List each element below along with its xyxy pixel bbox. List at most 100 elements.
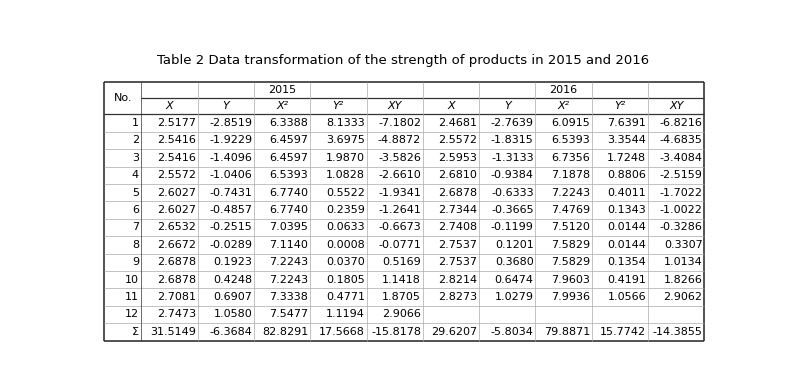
Text: 1.8266: 1.8266 [663,275,703,284]
Text: 0.5169: 0.5169 [382,257,421,267]
Text: 15.7742: 15.7742 [601,327,646,337]
Text: -0.0289: -0.0289 [209,240,252,250]
Text: 7.0395: 7.0395 [270,222,308,232]
Text: -6.8216: -6.8216 [659,118,703,128]
Text: 7.4769: 7.4769 [551,205,590,215]
Text: -0.0771: -0.0771 [378,240,421,250]
Text: 0.1201: 0.1201 [495,240,534,250]
Text: Table 2 Data transformation of the strength of products in 2015 and 2016: Table 2 Data transformation of the stren… [156,54,649,67]
Text: 2.5572: 2.5572 [157,170,196,180]
Text: -4.6835: -4.6835 [659,135,703,146]
Text: -1.0406: -1.0406 [209,170,252,180]
Text: 0.4248: 0.4248 [213,275,252,284]
Text: -2.6610: -2.6610 [378,170,421,180]
Text: -1.7022: -1.7022 [659,188,703,198]
Text: -1.9341: -1.9341 [378,188,421,198]
Text: X: X [447,101,455,111]
Text: 7.1140: 7.1140 [270,240,308,250]
Text: -7.1802: -7.1802 [378,118,421,128]
Text: 6.5393: 6.5393 [551,135,590,146]
Text: 2.7473: 2.7473 [156,310,196,320]
Text: -1.4096: -1.4096 [209,153,252,163]
Text: -0.7431: -0.7431 [209,188,252,198]
Text: 2016: 2016 [549,85,578,95]
Text: 2.6878: 2.6878 [156,257,196,267]
Text: 0.0008: 0.0008 [326,240,365,250]
Text: 2.6672: 2.6672 [157,240,196,250]
Text: 2.5572: 2.5572 [439,135,477,146]
Text: -0.3286: -0.3286 [659,222,703,232]
Text: -0.6673: -0.6673 [378,222,421,232]
Text: 1: 1 [132,118,139,128]
Text: 6.7740: 6.7740 [270,188,308,198]
Text: 2.4681: 2.4681 [439,118,477,128]
Text: 6.0915: 6.0915 [551,118,590,128]
Text: 2.5416: 2.5416 [157,135,196,146]
Text: 0.4191: 0.4191 [608,275,646,284]
Text: 8: 8 [132,240,139,250]
Text: 7.9936: 7.9936 [551,292,590,302]
Text: 29.6207: 29.6207 [432,327,477,337]
Text: 0.3680: 0.3680 [495,257,534,267]
Text: -2.7639: -2.7639 [490,118,534,128]
Text: -1.0022: -1.0022 [659,205,703,215]
Text: 7.2243: 7.2243 [270,257,308,267]
Text: 1.0828: 1.0828 [325,170,365,180]
Text: 0.0633: 0.0633 [326,222,365,232]
Text: 2.8273: 2.8273 [439,292,477,302]
Text: 1.1194: 1.1194 [326,310,365,320]
Text: 2.6878: 2.6878 [439,188,477,198]
Text: 0.4771: 0.4771 [325,292,365,302]
Text: 2.9062: 2.9062 [663,292,703,302]
Text: -5.8034: -5.8034 [490,327,534,337]
Text: 82.8291: 82.8291 [263,327,308,337]
Text: 17.5668: 17.5668 [319,327,365,337]
Text: X²: X² [557,101,570,111]
Text: -3.5826: -3.5826 [378,153,421,163]
Text: 10: 10 [125,275,139,284]
Text: 3: 3 [132,153,139,163]
Text: -15.8178: -15.8178 [371,327,421,337]
Text: 2.5416: 2.5416 [157,153,196,163]
Text: -3.4084: -3.4084 [659,153,703,163]
Text: 6.4597: 6.4597 [270,153,308,163]
Text: -2.8519: -2.8519 [209,118,252,128]
Text: 7.6391: 7.6391 [608,118,646,128]
Text: -2.5159: -2.5159 [659,170,703,180]
Text: 6.4597: 6.4597 [270,135,308,146]
Text: 2015: 2015 [268,85,296,95]
Text: 7.5829: 7.5829 [551,240,590,250]
Text: 2.7537: 2.7537 [439,257,477,267]
Text: 2.8214: 2.8214 [439,275,477,284]
Text: 2.5177: 2.5177 [157,118,196,128]
Text: Y²: Y² [615,101,626,111]
Text: Σ: Σ [132,327,139,337]
Text: 8.1333: 8.1333 [326,118,365,128]
Text: 7.5120: 7.5120 [551,222,590,232]
Text: 3.6975: 3.6975 [326,135,365,146]
Text: 6.7740: 6.7740 [270,205,308,215]
Text: 0.6907: 0.6907 [213,292,252,302]
Text: -0.3665: -0.3665 [491,205,534,215]
Text: 0.3307: 0.3307 [664,240,703,250]
Text: 5: 5 [132,188,139,198]
Text: 0.1354: 0.1354 [608,257,646,267]
Text: 2.6532: 2.6532 [157,222,196,232]
Text: 0.8806: 0.8806 [608,170,646,180]
Text: 1.0580: 1.0580 [214,310,252,320]
Text: 1.0134: 1.0134 [664,257,703,267]
Text: 2.7408: 2.7408 [439,222,477,232]
Text: 7.2243: 7.2243 [551,188,590,198]
Text: 2: 2 [132,135,139,146]
Text: No.: No. [114,93,132,103]
Text: 1.7248: 1.7248 [607,153,646,163]
Text: Y: Y [504,101,511,111]
Text: 7.5477: 7.5477 [270,310,308,320]
Text: 7.5829: 7.5829 [551,257,590,267]
Text: 79.8871: 79.8871 [544,327,590,337]
Text: 31.5149: 31.5149 [150,327,196,337]
Text: 0.6474: 0.6474 [494,275,534,284]
Text: 0.4011: 0.4011 [608,188,646,198]
Text: 6.7356: 6.7356 [551,153,590,163]
Text: 7: 7 [132,222,139,232]
